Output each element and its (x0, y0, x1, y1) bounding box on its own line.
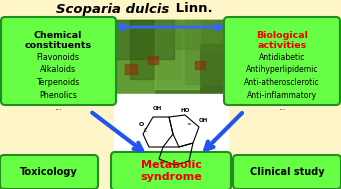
Text: Linn.: Linn. (171, 2, 213, 15)
FancyBboxPatch shape (0, 155, 98, 189)
FancyBboxPatch shape (224, 17, 340, 105)
Bar (114, 20, 154, 94)
Text: O: O (138, 122, 144, 126)
Bar (200, 44, 228, 94)
Text: HO: HO (180, 108, 190, 114)
Bar (125, 64, 137, 74)
Text: =: = (187, 122, 191, 128)
Bar (195, 61, 205, 69)
FancyBboxPatch shape (111, 152, 231, 189)
FancyBboxPatch shape (114, 20, 228, 153)
FancyBboxPatch shape (1, 17, 116, 105)
Text: Scoparia dulcis: Scoparia dulcis (56, 2, 169, 15)
Text: Clinical study: Clinical study (250, 167, 324, 177)
Text: Metabolic: Metabolic (140, 160, 202, 170)
Text: OH: OH (152, 106, 162, 112)
Text: Flavonoids
Alkaloids
Terpenoids
Phenolics
...: Flavonoids Alkaloids Terpenoids Phenolic… (36, 53, 80, 112)
Text: OH: OH (198, 119, 208, 123)
Text: syndrome: syndrome (140, 172, 202, 182)
Text: Antidiabetic
Antihyperlipidemic
Anti-atherosclerotic
Anti-inflammatory
...: Antidiabetic Antihyperlipidemic Anti-ath… (244, 53, 320, 112)
Bar (155, 20, 200, 89)
Bar (114, 20, 228, 94)
FancyBboxPatch shape (233, 155, 341, 189)
Text: Biological
activities: Biological activities (256, 31, 308, 50)
Bar (148, 56, 158, 64)
Text: C: C (143, 129, 147, 133)
Bar (114, 94, 228, 153)
Text: Toxicology: Toxicology (20, 167, 78, 177)
Text: Chemical
constituents: Chemical constituents (25, 31, 92, 50)
Bar (114, 20, 174, 59)
Bar (130, 20, 180, 79)
Bar (170, 20, 228, 49)
Bar (185, 20, 228, 84)
